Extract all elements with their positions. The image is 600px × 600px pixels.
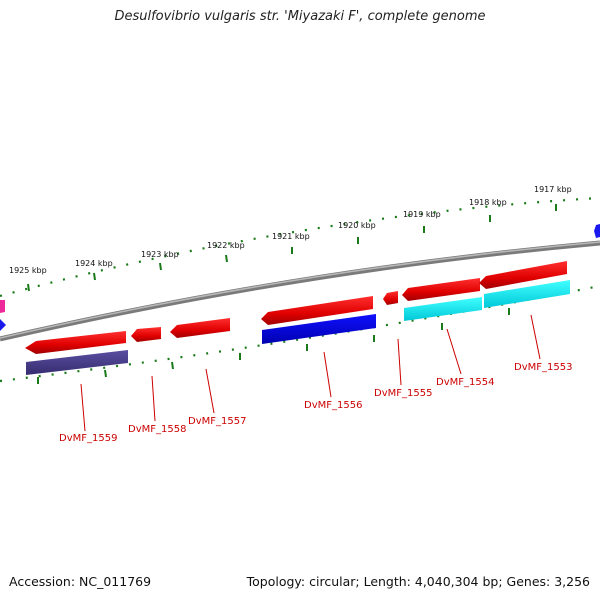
gene-label-DvMF_1559: DvMF_1559 <box>59 433 117 444</box>
inner-ruler-major-ticks <box>37 308 510 384</box>
gene-label-DvMF_1553: DvMF_1553 <box>514 362 572 373</box>
gene-labels: DvMF_1559 DvMF_1558 DvMF_1557 DvMF_1556 … <box>59 362 572 444</box>
edge-gene-left <box>0 300 6 331</box>
tick-label-1920: 1920 kbp <box>338 221 376 230</box>
gene-label-DvMF_1554: DvMF_1554 <box>436 377 494 388</box>
map-title: Desulfovibrio vulgaris str. 'Miyazaki F'… <box>114 9 486 24</box>
gene-DvMF_1556[interactable] <box>262 314 376 344</box>
tick-label-1922: 1922 kbp <box>207 241 245 250</box>
gene-DvMF_1559[interactable] <box>26 350 128 375</box>
gene-DvMF_1554[interactable] <box>404 297 482 321</box>
accession-text: Accession: NC_011769 <box>9 574 152 589</box>
tick-label-1925: 1925 kbp <box>9 266 47 275</box>
tick-label-1921: 1921 kbp <box>272 232 310 241</box>
gene-DvMF_1553-forward[interactable] <box>479 261 567 289</box>
gene-DvMF_1556-forward[interactable] <box>261 296 373 325</box>
genome-backbone <box>0 240 600 342</box>
gene-label-DvMF_1557: DvMF_1557 <box>188 416 246 427</box>
gene-DvMF_1558[interactable] <box>131 327 161 342</box>
gene-DvMF_1559-forward[interactable] <box>25 331 126 354</box>
tick-label-1919: 1919 kbp <box>403 210 441 219</box>
edge-gene-right <box>594 224 600 238</box>
tick-label-1918: 1918 kbp <box>469 198 507 207</box>
outer-ruler-major-ticks <box>27 204 557 292</box>
gene-DvMF_1555[interactable] <box>383 291 398 305</box>
tick-label-1924: 1924 kbp <box>75 259 113 268</box>
gene-DvMF_1557[interactable] <box>170 318 230 338</box>
gene-DvMF_1553[interactable] <box>484 280 570 308</box>
gene-label-DvMF_1555: DvMF_1555 <box>374 388 432 399</box>
label-leaders <box>80 314 541 432</box>
tick-label-1923: 1923 kbp <box>141 250 179 259</box>
gene-label-DvMF_1556: DvMF_1556 <box>304 400 362 411</box>
ruler-labels: 1925 kbp 1924 kbp 1923 kbp 1922 kbp 1921… <box>9 185 572 275</box>
topology-text: Topology: circular; Length: 4,040,304 bp… <box>246 574 590 589</box>
gene-DvMF_1554-forward[interactable] <box>402 278 480 301</box>
tick-label-1917: 1917 kbp <box>534 185 572 194</box>
gene-label-DvMF_1558: DvMF_1558 <box>128 424 186 435</box>
